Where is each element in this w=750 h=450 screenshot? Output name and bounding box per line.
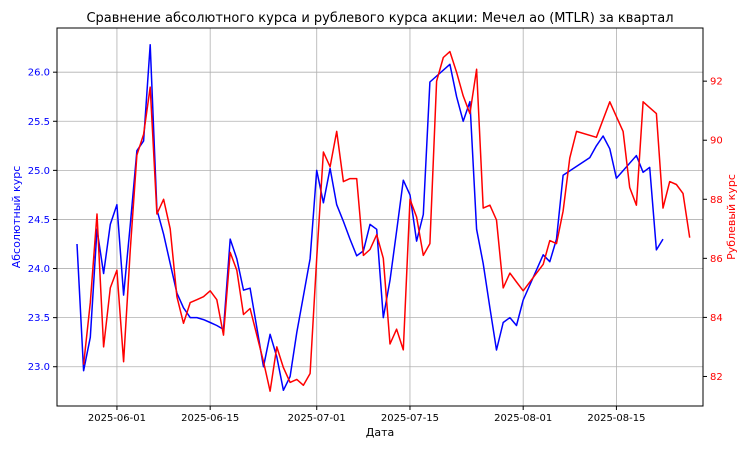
x-tick-label: 2025-08-15 — [587, 413, 645, 424]
y-left-tick-label: 23.5 — [28, 313, 50, 324]
x-tick-label: 2025-07-15 — [381, 413, 439, 424]
y-left-tick-label: 25.5 — [28, 117, 50, 128]
x-tick-label: 2025-06-15 — [181, 413, 239, 424]
y-left-tick-label: 26.0 — [28, 68, 50, 79]
y-right-axis-label: Рублевый курс — [725, 174, 738, 260]
chart-title: Сравнение абсолютного курса и рублевого … — [86, 11, 673, 26]
plot-frame — [56, 27, 704, 407]
absolute-price-line — [76, 43, 664, 392]
y-right-tick-label: 86 — [710, 254, 723, 265]
x-tick-label: 2025-06-01 — [88, 413, 146, 424]
y-left-tick-label: 24.5 — [28, 215, 50, 226]
x-tick-label: 2025-08-01 — [494, 413, 552, 424]
y-left-axis-label: Абсолютный курс — [10, 166, 23, 269]
y-left-tick-label: 25.0 — [28, 166, 50, 177]
ruble-price-line — [82, 50, 691, 392]
x-tick-label: 2025-07-01 — [288, 413, 346, 424]
ticks: 2025-06-01 2025-06-15 2025-07-01 2025-07-15… — [28, 68, 723, 424]
y-right-tick-label: 82 — [710, 372, 723, 383]
y-right-tick-label: 84 — [710, 313, 723, 324]
x-axis-label: Дата — [366, 426, 394, 439]
y-right-tick-label: 88 — [710, 195, 723, 206]
y-left-tick-label: 24.0 — [28, 264, 50, 275]
series-group — [76, 43, 691, 392]
y-left-tick-label: 23.0 — [28, 362, 50, 373]
y-right-tick-label: 90 — [710, 136, 723, 147]
y-right-tick-label: 92 — [710, 77, 723, 88]
